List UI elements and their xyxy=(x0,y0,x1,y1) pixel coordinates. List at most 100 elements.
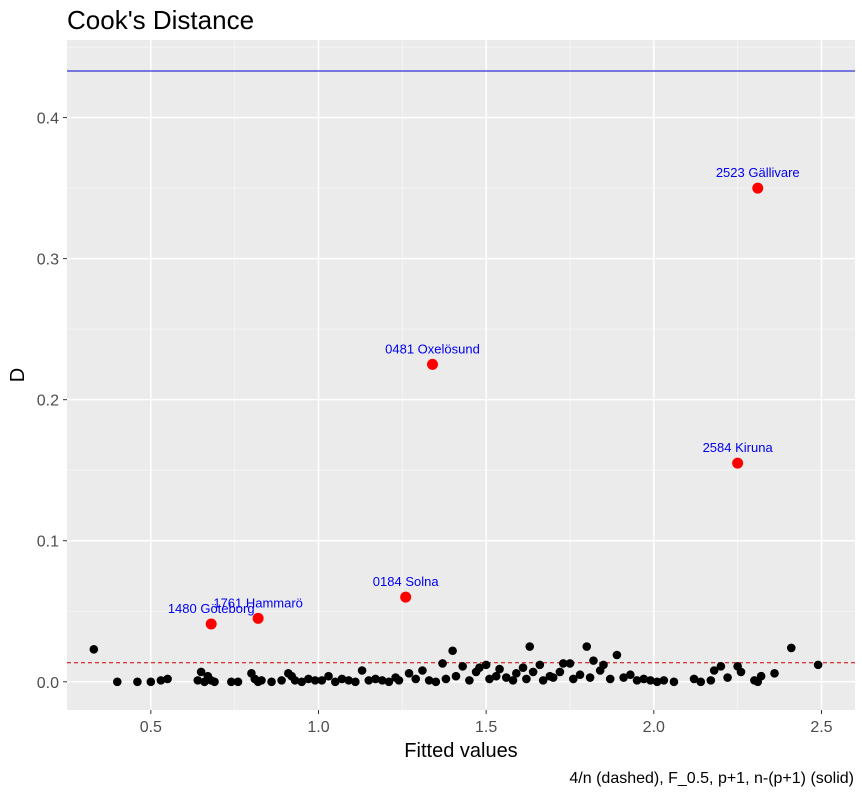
data-point xyxy=(351,677,360,687)
data-point xyxy=(569,674,578,684)
y-tick-label: 0.4 xyxy=(37,111,59,128)
data-point xyxy=(481,660,491,670)
data-point xyxy=(528,667,538,677)
highlighted-point xyxy=(732,457,744,469)
data-point xyxy=(310,676,320,685)
data-point xyxy=(696,677,706,687)
data-point xyxy=(424,676,434,685)
data-point xyxy=(364,676,374,685)
data-point xyxy=(535,660,545,670)
data-point xyxy=(736,667,746,677)
data-point xyxy=(626,670,635,680)
point-label: 2584 Kiruna xyxy=(703,440,774,455)
highlighted-point xyxy=(205,618,217,630)
highlighted-point xyxy=(752,182,764,194)
highlighted-point xyxy=(426,358,438,370)
y-axis-title: D xyxy=(7,368,29,382)
data-point xyxy=(659,676,669,685)
data-point xyxy=(786,643,796,653)
data-point xyxy=(146,677,156,687)
data-point xyxy=(297,677,307,687)
data-point xyxy=(233,677,243,687)
data-point xyxy=(112,677,122,687)
data-point xyxy=(512,669,521,678)
y-tick-label: 0.2 xyxy=(37,393,59,410)
data-point xyxy=(612,650,622,660)
data-point xyxy=(451,671,461,681)
data-point xyxy=(522,674,531,684)
data-point xyxy=(485,674,494,684)
point-labels: 2523 Gällivare 0481 Oxelösund 2584 Kiruna 0… xyxy=(168,165,800,616)
chart-title: Cook's Distance xyxy=(67,5,254,35)
data-point xyxy=(438,659,447,668)
data-point xyxy=(384,677,394,687)
data-point xyxy=(491,671,501,681)
data-point xyxy=(632,676,642,685)
data-point xyxy=(639,674,649,684)
data-point xyxy=(411,674,421,684)
data-point xyxy=(525,642,535,651)
data-point xyxy=(770,669,779,678)
data-point xyxy=(501,673,511,682)
x-tick-label: 1.0 xyxy=(307,719,329,736)
data-point xyxy=(706,676,716,685)
data-point xyxy=(304,674,313,684)
y-axis: 0.0 0.1 0.2 0.3 0.4 xyxy=(37,111,67,692)
data-point xyxy=(257,676,266,685)
data-point xyxy=(756,671,766,681)
data-point xyxy=(575,670,585,680)
data-point xyxy=(337,674,347,684)
data-point xyxy=(277,676,286,685)
data-point xyxy=(709,666,719,675)
data-point xyxy=(619,673,628,682)
data-point xyxy=(652,677,662,687)
x-tick-label: 1.5 xyxy=(475,719,497,736)
data-point xyxy=(193,676,203,685)
data-point xyxy=(210,677,219,687)
data-point xyxy=(431,677,441,687)
data-point xyxy=(404,669,414,678)
data-point xyxy=(448,646,457,656)
data-point xyxy=(813,660,823,670)
chart-caption: 4/n (dashed), F_0.5, p+1, n-(p+1) (solid… xyxy=(569,770,854,787)
point-label: 1761 Hammarö xyxy=(213,595,303,610)
major-gridlines xyxy=(67,40,855,710)
data-point xyxy=(227,677,236,687)
x-axis-title: Fitted values xyxy=(404,740,517,762)
data-point xyxy=(330,677,340,687)
data-point xyxy=(723,673,732,682)
data-point xyxy=(418,666,427,675)
data-point xyxy=(394,676,404,685)
data-point xyxy=(324,671,333,681)
data-point xyxy=(518,663,528,672)
y-tick-label: 0.3 xyxy=(37,252,59,269)
data-point xyxy=(156,676,166,685)
data-point xyxy=(344,676,353,685)
data-point xyxy=(458,661,467,671)
data-point xyxy=(475,663,484,672)
data-point xyxy=(465,676,474,685)
data-point xyxy=(133,677,142,687)
point-label: 1480 Göteborg xyxy=(168,601,255,616)
highlighted-point xyxy=(400,591,412,603)
data-point xyxy=(646,676,655,685)
x-tick-label: 2.5 xyxy=(810,719,832,736)
data-point xyxy=(605,674,615,684)
data-point xyxy=(267,677,276,687)
point-label: 0481 Oxelösund xyxy=(385,341,480,356)
data-point xyxy=(290,676,300,685)
point-label: 2523 Gällivare xyxy=(716,165,800,180)
data-point xyxy=(589,656,598,665)
data-point xyxy=(357,666,367,675)
plot-panel xyxy=(67,40,855,710)
minor-gridlines xyxy=(67,40,855,710)
x-axis: 0.5 1.0 1.5 2.0 2.5 xyxy=(140,710,833,736)
data-point xyxy=(555,667,565,677)
data-point xyxy=(585,673,595,682)
point-label: 0184 Solna xyxy=(373,574,440,589)
data-points xyxy=(89,642,823,687)
data-point xyxy=(599,660,608,670)
data-point xyxy=(558,659,568,668)
data-point xyxy=(548,673,558,682)
